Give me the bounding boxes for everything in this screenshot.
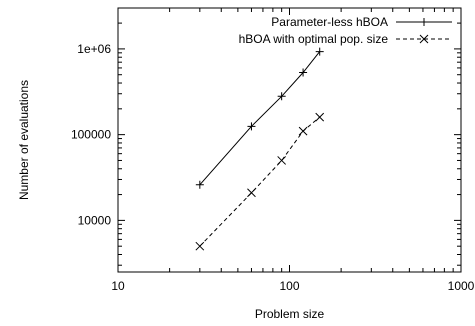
series-2-point [195, 241, 205, 251]
y-tick-label: 100000 [71, 128, 111, 142]
series-2-point [298, 126, 308, 136]
series-2 [195, 112, 325, 251]
x-tick-label: 1000 [448, 279, 475, 293]
series-1-line [199, 51, 321, 186]
series-1 [195, 47, 324, 189]
x-axis-label: Problem size [255, 307, 325, 321]
y-tick-label: 1e+06 [77, 42, 111, 56]
series-layer [195, 47, 325, 251]
legend: Parameter-less hBOA hBOA with optimal pop… [239, 15, 452, 46]
x-tick-label: 10 [111, 279, 125, 293]
series-2-line [199, 116, 321, 247]
series-1-point [195, 180, 204, 189]
series-2-point [315, 112, 325, 122]
y-axis-label: Number of evaluations [17, 80, 31, 200]
series-1-point [277, 92, 286, 101]
series-2-point [247, 188, 256, 198]
plot-frame [117, 7, 462, 273]
legend-marker [419, 34, 429, 44]
y-tick-label: 10000 [78, 213, 112, 227]
x-tick-label: 100 [279, 279, 299, 293]
series-1-point [299, 68, 308, 77]
series-1-point [315, 47, 324, 56]
ticks-layer: 10 100 1000 10000 100000 1e+06 [71, 7, 475, 293]
legend-label: Parameter-less hBOA [271, 15, 388, 29]
series-2-point [277, 156, 287, 165]
legend-label: hBOA with optimal pop. size [239, 32, 389, 46]
legend-marker [420, 18, 428, 26]
series-1-point [247, 122, 256, 131]
